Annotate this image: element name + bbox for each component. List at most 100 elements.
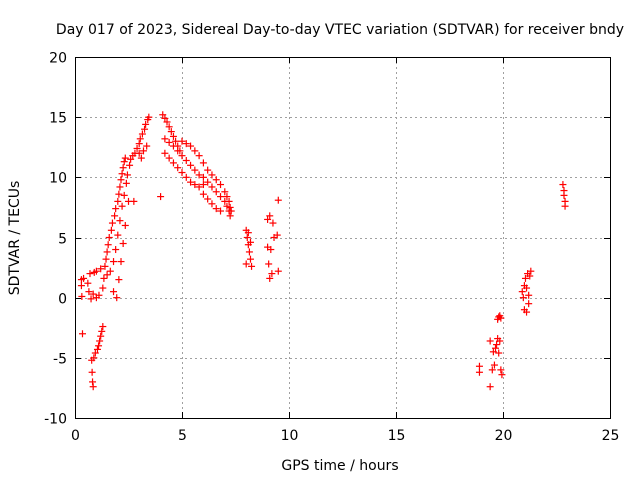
- data-point: [95, 291, 103, 299]
- data-point: [121, 154, 129, 162]
- data-point: [191, 166, 199, 174]
- data-point: [246, 255, 254, 263]
- data-point: [212, 188, 220, 196]
- data-point: [208, 200, 216, 208]
- data-point: [87, 295, 95, 303]
- x-tick-label: 5: [178, 428, 187, 444]
- y-tick-label: -10: [44, 412, 67, 428]
- data-point: [133, 144, 141, 152]
- data-point: [212, 205, 220, 213]
- data-point: [223, 193, 231, 201]
- data-point: [114, 197, 122, 205]
- data-point: [138, 130, 146, 138]
- data-point: [142, 120, 150, 128]
- data-point: [95, 342, 103, 350]
- data-point: [107, 226, 115, 234]
- data-point: [123, 171, 131, 179]
- y-tick-label: 0: [58, 292, 67, 308]
- data-point: [242, 260, 250, 268]
- data-point: [161, 135, 169, 143]
- data-point: [225, 207, 233, 215]
- data-point: [490, 361, 498, 369]
- data-point: [98, 327, 106, 335]
- data-point: [126, 161, 134, 169]
- data-point: [103, 271, 111, 279]
- data-point: [217, 193, 225, 201]
- data-point: [115, 276, 123, 284]
- data-point: [561, 202, 569, 210]
- data-point: [264, 215, 272, 223]
- data-point: [137, 154, 145, 162]
- x-tick-label: 20: [495, 428, 513, 444]
- data-point: [111, 212, 119, 220]
- data-points: [77, 111, 569, 391]
- data-point: [100, 274, 108, 282]
- data-point: [167, 128, 175, 136]
- data-point: [268, 270, 276, 278]
- data-point: [169, 142, 177, 150]
- data-point: [525, 300, 533, 308]
- data-point: [88, 368, 96, 376]
- data-point: [274, 267, 282, 275]
- data-point: [527, 267, 535, 275]
- data-point: [89, 290, 97, 298]
- x-tick-label: 25: [602, 428, 620, 444]
- data-point: [165, 123, 173, 131]
- data-point: [559, 181, 567, 189]
- data-point: [120, 191, 128, 199]
- data-point: [521, 274, 529, 282]
- data-point: [518, 288, 526, 296]
- data-point: [475, 362, 483, 370]
- data-point: [174, 147, 182, 155]
- data-point: [199, 190, 207, 198]
- y-tick-label: 20: [49, 51, 67, 67]
- data-point: [108, 219, 116, 227]
- data-point: [165, 138, 173, 146]
- data-point: [89, 378, 97, 386]
- data-point: [187, 161, 195, 169]
- data-point: [178, 169, 186, 177]
- chart-title: Day 017 of 2023, Sidereal Day-to-day VTE…: [56, 22, 624, 38]
- data-point: [223, 202, 231, 210]
- y-tick-label: 15: [49, 111, 67, 127]
- data-point: [103, 248, 111, 256]
- data-point: [208, 171, 216, 179]
- data-point: [161, 114, 169, 122]
- data-point: [274, 196, 282, 204]
- data-point: [266, 274, 274, 282]
- data-point: [99, 284, 107, 292]
- data-point: [90, 354, 98, 362]
- data-point: [106, 267, 114, 275]
- y-tick-label: 10: [49, 171, 67, 187]
- data-point: [221, 188, 229, 196]
- x-tick-label: 10: [281, 428, 299, 444]
- data-point: [97, 265, 105, 273]
- data-point: [204, 195, 212, 203]
- data-point: [163, 118, 171, 126]
- data-point: [182, 140, 190, 148]
- data-point: [497, 366, 505, 374]
- data-point: [243, 234, 251, 241]
- data-point: [145, 113, 153, 121]
- data-point: [130, 197, 138, 205]
- data-point: [165, 154, 173, 162]
- axis-ticks: 0 5 10 15 20 25 -10 -5 0 5 10 15 20: [44, 51, 619, 445]
- data-point: [117, 258, 125, 266]
- data-point: [112, 246, 120, 254]
- y-tick-label: 5: [58, 232, 67, 248]
- data-point: [560, 191, 568, 199]
- data-point: [97, 332, 105, 340]
- data-point: [195, 171, 203, 179]
- data-point: [519, 294, 527, 302]
- data-point: [221, 197, 229, 205]
- data-point: [174, 164, 182, 172]
- data-point: [77, 282, 85, 290]
- data-point: [266, 212, 274, 220]
- data-point: [178, 137, 186, 145]
- data-point: [486, 383, 494, 391]
- data-point: [135, 149, 143, 157]
- data-point: [119, 240, 127, 248]
- data-point: [475, 368, 483, 376]
- data-point: [172, 137, 180, 145]
- data-point: [178, 152, 186, 160]
